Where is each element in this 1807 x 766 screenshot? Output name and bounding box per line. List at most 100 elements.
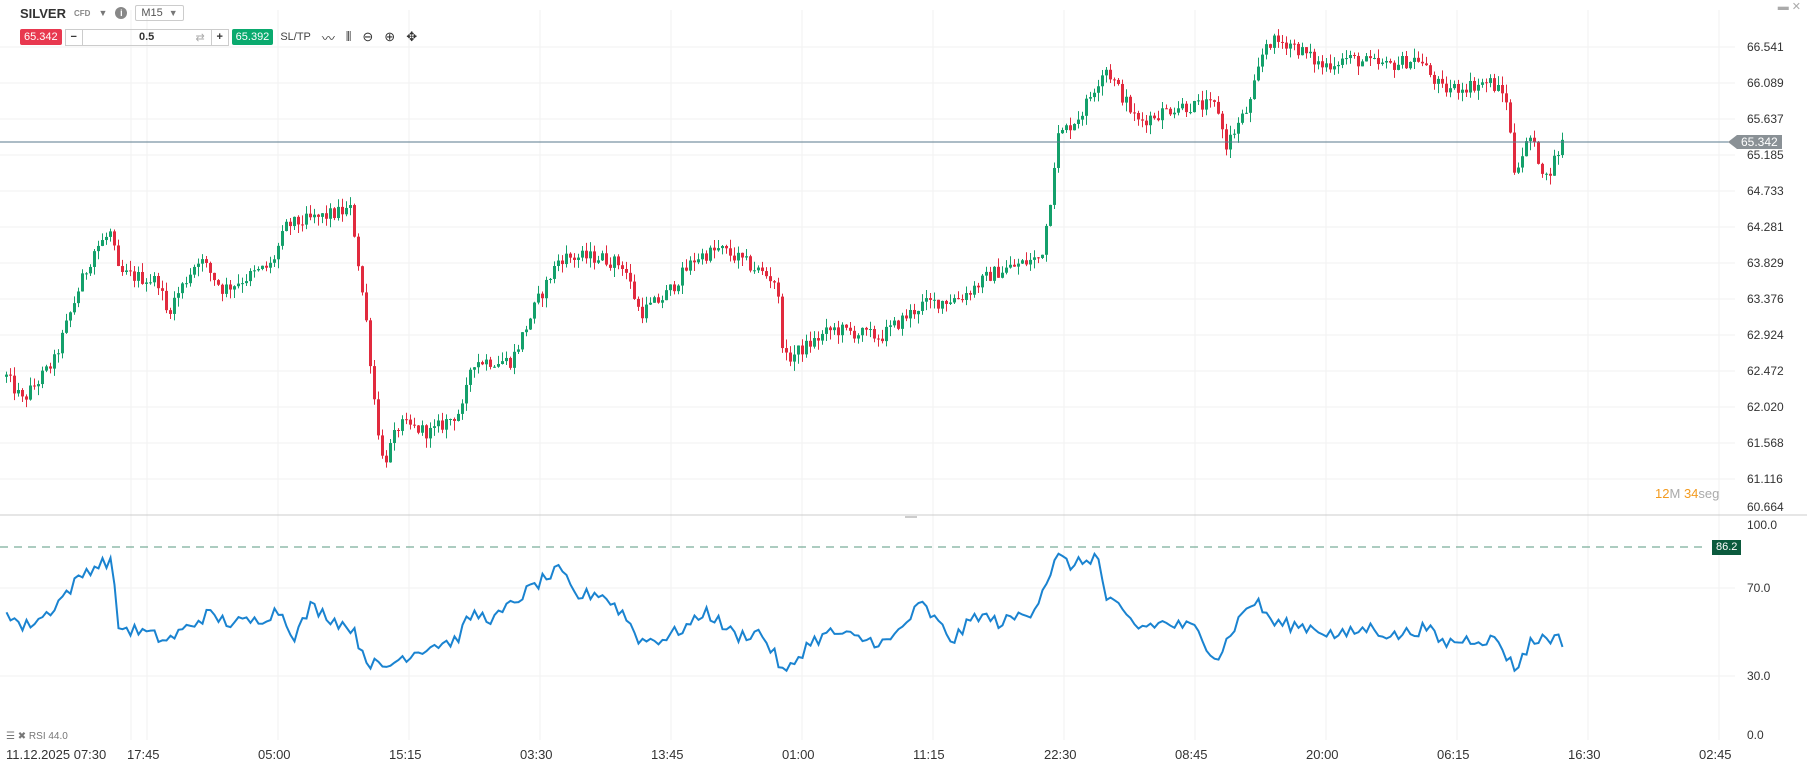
- candle-up: [933, 299, 936, 301]
- indicators-icon[interactable]: ⫴: [345, 29, 352, 44]
- info-icon[interactable]: i: [115, 7, 128, 19]
- instrument-type: CFD: [74, 8, 91, 18]
- decrease-button[interactable]: −: [70, 31, 77, 43]
- timeframe-select[interactable]: M15 ▼: [135, 5, 184, 21]
- candle-up: [465, 384, 468, 404]
- price-tick[interactable]: 63.376: [1747, 292, 1784, 306]
- candle-down: [361, 266, 364, 293]
- candle-down: [637, 298, 640, 307]
- settings-icon[interactable]: ☰: [6, 731, 15, 742]
- time-tick[interactable]: 22:30: [1044, 747, 1077, 762]
- candle-down: [1109, 69, 1112, 80]
- price-tick[interactable]: 66.089: [1747, 76, 1784, 90]
- candle-down: [301, 224, 304, 226]
- buy-button[interactable]: 65.392: [231, 29, 274, 45]
- candle-up: [257, 268, 260, 271]
- candle-up: [953, 298, 956, 303]
- candle-down: [49, 366, 52, 369]
- price-tick[interactable]: 64.281: [1747, 220, 1784, 234]
- remove-indicator-icon[interactable]: ✖: [17, 731, 27, 742]
- candle-up: [1021, 260, 1024, 264]
- symbol-dropdown-icon[interactable]: ▼: [98, 8, 108, 18]
- time-tick[interactable]: 20:00: [1306, 747, 1339, 762]
- candle-up: [1073, 123, 1076, 131]
- candle-down: [133, 271, 136, 281]
- candle-down: [1213, 100, 1216, 102]
- line-chart-icon[interactable]: 〰: [321, 30, 335, 46]
- candle-down: [1133, 112, 1136, 114]
- candle-down: [417, 425, 420, 433]
- symbol-name[interactable]: SILVER: [20, 5, 66, 21]
- sltp-button[interactable]: SL/TP: [280, 31, 311, 43]
- time-tick[interactable]: 06:15: [1437, 747, 1470, 762]
- time-tick[interactable]: 13:45: [651, 747, 684, 762]
- price-tick[interactable]: 61.568: [1747, 436, 1784, 450]
- candle-up: [285, 221, 288, 232]
- time-tick[interactable]: 08:45: [1175, 747, 1208, 762]
- time-tick[interactable]: 17:45: [127, 747, 160, 762]
- candle-up: [261, 265, 264, 269]
- minimize-icon[interactable]: ▬: [1777, 1, 1789, 13]
- price-tick[interactable]: 66.541: [1747, 40, 1784, 54]
- candle-up: [553, 265, 556, 279]
- candle-up: [1173, 112, 1176, 115]
- quantity-input[interactable]: 0.5 ⇄: [81, 29, 212, 45]
- time-tick[interactable]: 11.12.2025 07:30: [6, 747, 107, 762]
- candle-down: [741, 252, 744, 258]
- candle-down: [961, 299, 964, 301]
- candle-down: [209, 262, 212, 273]
- price-tick[interactable]: 63.829: [1747, 256, 1784, 270]
- candle-up: [1521, 156, 1524, 168]
- price-tick[interactable]: 61.116: [1747, 472, 1783, 486]
- candle-up: [1093, 92, 1096, 98]
- candle-down: [1321, 61, 1324, 68]
- candle-up: [1397, 64, 1400, 70]
- zoom-in-icon[interactable]: ⊕: [384, 29, 396, 44]
- sell-button[interactable]: 65.342: [20, 29, 62, 45]
- candle-up: [1481, 82, 1484, 85]
- candle-up: [101, 240, 104, 246]
- candle-down: [693, 260, 696, 263]
- crosshair-icon[interactable]: ✥: [406, 29, 418, 44]
- time-tick[interactable]: 11:15: [913, 747, 945, 762]
- candle-up: [445, 419, 448, 430]
- candle-down: [853, 330, 856, 339]
- candle-up: [61, 332, 64, 354]
- price-tick[interactable]: 65.185: [1747, 148, 1784, 162]
- close-icon[interactable]: ✕: [1791, 1, 1801, 13]
- candle-down: [657, 297, 660, 303]
- zoom-out-icon[interactable]: ⊖: [362, 29, 374, 44]
- candle-up: [1077, 119, 1080, 124]
- candle-up: [1413, 57, 1416, 62]
- time-tick[interactable]: 01:00: [782, 747, 815, 762]
- candle-down: [881, 338, 884, 342]
- candle-up: [137, 271, 140, 281]
- candle-down: [333, 208, 336, 219]
- price-tick[interactable]: 62.020: [1747, 400, 1784, 414]
- price-tick[interactable]: 65.637: [1747, 112, 1784, 126]
- candle-down: [157, 275, 160, 289]
- candle-up: [345, 207, 348, 215]
- time-tick[interactable]: 15:15: [389, 747, 422, 762]
- increase-button[interactable]: +: [216, 31, 223, 43]
- price-tick[interactable]: 62.924: [1747, 328, 1784, 342]
- swap-icon[interactable]: ⇄: [195, 31, 205, 44]
- price-tick[interactable]: 60.664: [1747, 500, 1784, 514]
- candle-down: [1445, 83, 1448, 93]
- time-tick[interactable]: 02:45: [1699, 747, 1732, 762]
- candle-down: [989, 271, 992, 281]
- candle-down: [785, 348, 788, 353]
- price-tick[interactable]: 62.472: [1747, 364, 1784, 378]
- candle-up: [421, 425, 424, 433]
- time-tick[interactable]: 03:30: [520, 747, 553, 762]
- symbol-header: SILVER CFD ▼ i M15 ▼: [20, 4, 184, 22]
- candle-up: [661, 300, 664, 303]
- candle-down: [297, 216, 300, 225]
- time-tick[interactable]: 16:30: [1568, 747, 1601, 762]
- price-tick[interactable]: 64.733: [1747, 184, 1784, 198]
- candle-down: [1441, 78, 1444, 84]
- candle-down: [1465, 89, 1468, 93]
- time-tick[interactable]: 05:00: [258, 747, 291, 762]
- candle-up: [1477, 84, 1480, 91]
